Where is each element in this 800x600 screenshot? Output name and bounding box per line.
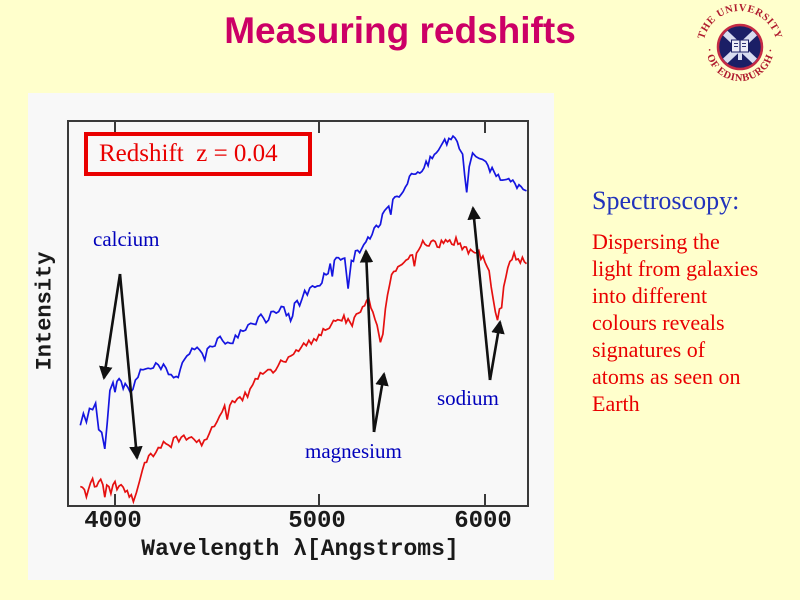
spectroscopy-description: Dispersing the light from galaxies into … bbox=[592, 229, 759, 416]
magnesium-arrow-red bbox=[372, 372, 389, 433]
x-tick-5000: 5000 bbox=[288, 508, 346, 535]
magnesium-label: magnesium bbox=[305, 439, 402, 463]
calcium-arrow-blue bbox=[99, 273, 122, 381]
sodium-arrow-red bbox=[488, 320, 505, 381]
x-tick-4000: 4000 bbox=[84, 508, 142, 535]
magnesium-arrow-blue bbox=[359, 248, 376, 433]
university-of-edinburgh-crest-icon: THE UNIVERSITY · OF EDINBURGH · bbox=[696, 3, 783, 84]
redshift-value: Redshift z = 0.04 bbox=[99, 140, 278, 167]
blue-spectrum bbox=[79, 134, 527, 450]
sodium-arrow-blue bbox=[467, 205, 492, 381]
x-tick-6000: 6000 bbox=[454, 508, 512, 535]
axis-ticks bbox=[114, 122, 486, 505]
spectra-plot bbox=[79, 122, 527, 505]
page-title: Measuring redshifts bbox=[224, 10, 576, 51]
redshift-callout: Redshift z = 0.04 bbox=[84, 132, 312, 176]
red-spectrum bbox=[79, 234, 527, 505]
sodium-label: sodium bbox=[437, 386, 499, 410]
calcium-label: calcium bbox=[93, 227, 160, 251]
calcium-arrow-red bbox=[118, 273, 143, 461]
spectra-figure-panel: Intensity bbox=[28, 93, 554, 580]
logo-book-icon bbox=[731, 39, 749, 53]
x-axis-label: Wavelength λ[Angstroms] bbox=[141, 536, 459, 562]
spectra-curves bbox=[79, 134, 527, 505]
feature-arrows bbox=[99, 205, 505, 461]
y-axis-label: Intensity bbox=[32, 251, 58, 371]
plot-frame bbox=[67, 120, 529, 507]
spectroscopy-heading: Spectroscopy: bbox=[592, 186, 740, 215]
